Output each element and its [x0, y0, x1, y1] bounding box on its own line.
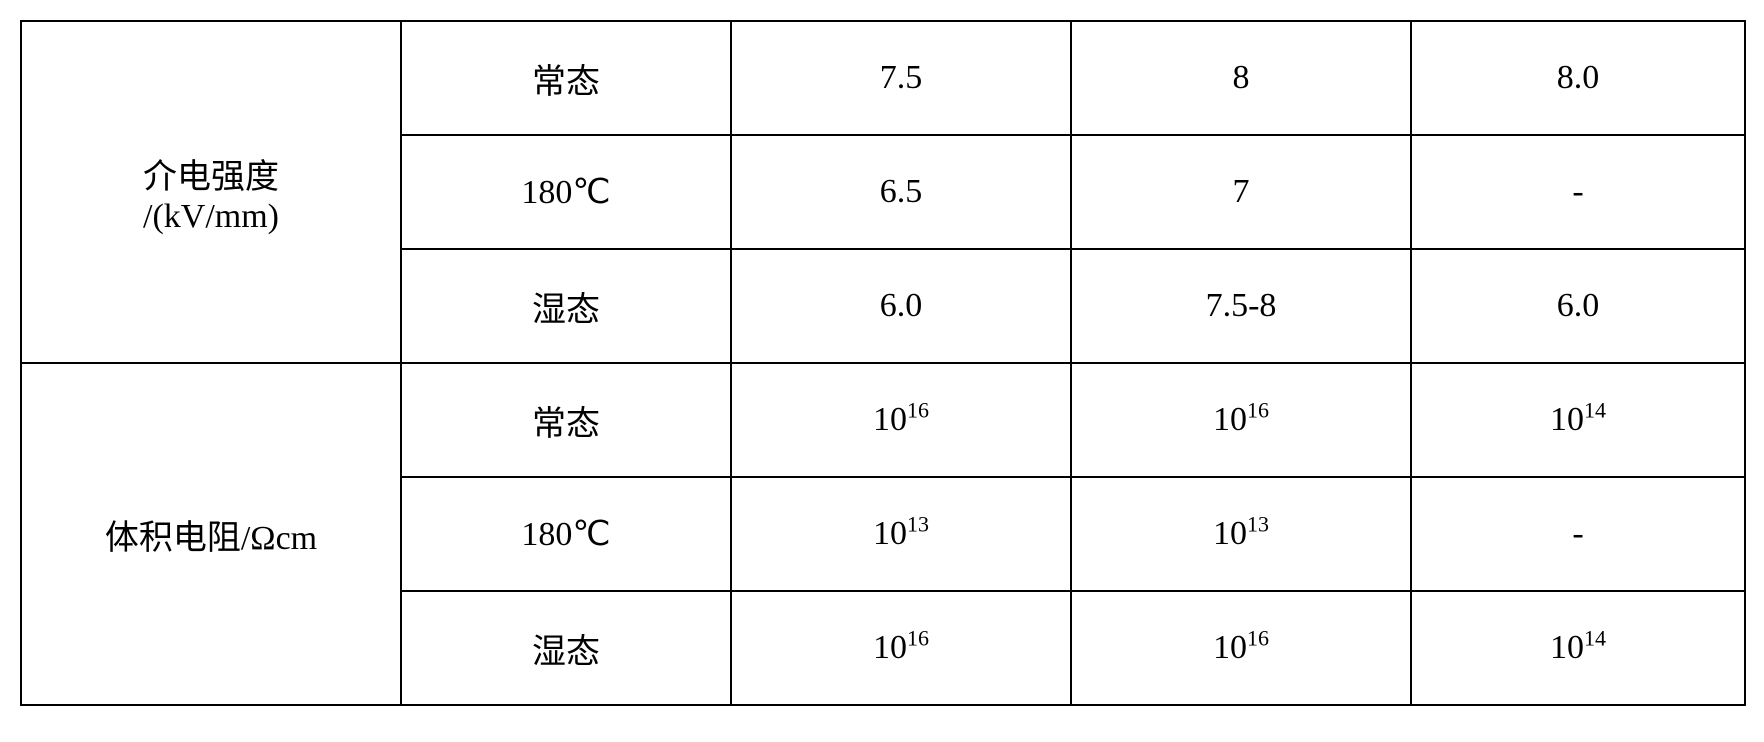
- condition-cell: 湿态: [401, 591, 731, 705]
- value-cell: -: [1411, 477, 1745, 591]
- condition-cell: 常态: [401, 21, 731, 135]
- value-cell: 7.5: [731, 21, 1071, 135]
- property-label-line: /(kV/mm): [143, 198, 279, 235]
- value-cell: 8: [1071, 21, 1411, 135]
- table-row: 介电强度 /(kV/mm) 常态 7.5 8 8.0: [21, 21, 1745, 135]
- value-cell: 1013: [731, 477, 1071, 591]
- property-label-line: 介电强度: [143, 159, 279, 196]
- value-cell: 6.0: [731, 249, 1071, 363]
- condition-cell: 湿态: [401, 249, 731, 363]
- value-cell: 1016: [1071, 591, 1411, 705]
- value-cell: 1016: [731, 591, 1071, 705]
- value-cell: 6.5: [731, 135, 1071, 249]
- value-cell: 1013: [1071, 477, 1411, 591]
- value-cell: 1016: [1071, 363, 1411, 477]
- value-cell: 6.0: [1411, 249, 1745, 363]
- value-cell: 7: [1071, 135, 1411, 249]
- condition-cell: 180℃: [401, 135, 731, 249]
- table-row: 体积电阻/Ωcm 常态 1016 1016 1014: [21, 363, 1745, 477]
- value-cell: 8.0: [1411, 21, 1745, 135]
- property-label: 介电强度 /(kV/mm): [21, 21, 401, 363]
- value-cell: 1014: [1411, 591, 1745, 705]
- property-label-line: 体积电阻/Ωcm: [105, 520, 317, 557]
- value-cell: 1014: [1411, 363, 1745, 477]
- condition-cell: 180℃: [401, 477, 731, 591]
- value-cell: -: [1411, 135, 1745, 249]
- value-cell: 7.5-8: [1071, 249, 1411, 363]
- materials-properties-table: 介电强度 /(kV/mm) 常态 7.5 8 8.0 180℃ 6.5 7 - …: [20, 20, 1746, 706]
- value-cell: 1016: [731, 363, 1071, 477]
- property-label: 体积电阻/Ωcm: [21, 363, 401, 705]
- condition-cell: 常态: [401, 363, 731, 477]
